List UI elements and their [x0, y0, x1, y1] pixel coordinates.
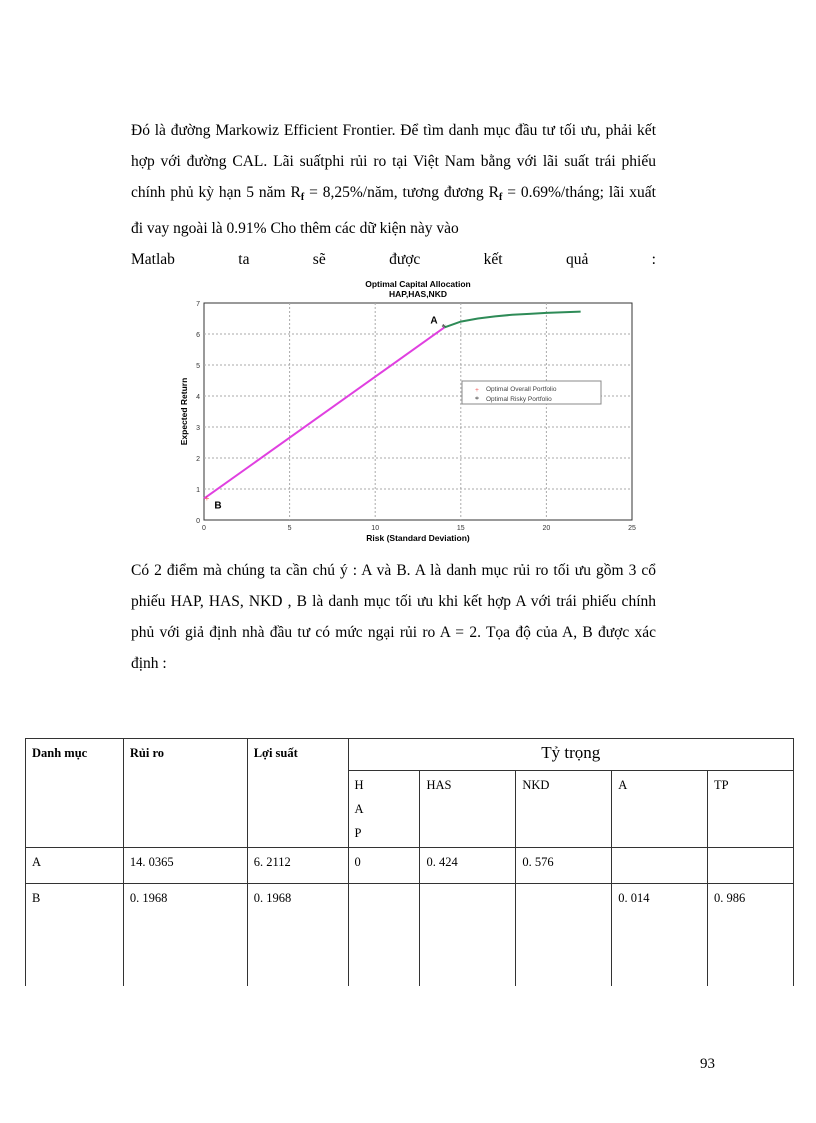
header-has: HAS — [419, 770, 517, 848]
cell — [707, 847, 794, 884]
legend-marker-risky: * — [475, 395, 479, 404]
x-tick-label: 0 — [202, 525, 206, 532]
x-axis-label: Risk (Standard Deviation) — [366, 533, 470, 543]
table-row: B 0. 1968 0. 1968 0. 014 0. 986 — [25, 883, 794, 986]
cell: 14. 0365 — [122, 847, 248, 884]
subscript: f — [498, 192, 503, 203]
page-number: 93 — [700, 1056, 715, 1072]
header-loi-suat: Lợi suất — [246, 738, 349, 848]
x-tick-label: 15 — [457, 525, 465, 532]
cell: 0. 576 — [515, 847, 613, 884]
cell: 0 — [347, 847, 421, 884]
cell: 0. 424 — [419, 847, 517, 884]
y-tick-label: 6 — [196, 332, 200, 339]
cal-line — [203, 326, 445, 500]
point-label-b: B — [214, 501, 221, 512]
x-tick-label: 25 — [628, 525, 636, 532]
cell — [419, 883, 517, 986]
y-tick-label: 1 — [196, 487, 200, 494]
legend-box — [461, 380, 602, 405]
cell: B — [25, 883, 124, 986]
x-tick-label: 20 — [543, 525, 551, 532]
y-tick-label: 4 — [196, 394, 200, 401]
text: Đó là đường Markowiz Efficient Frontier.… — [131, 122, 656, 201]
y-axis-label: Expected Return — [179, 378, 189, 446]
y-tick-label: 5 — [196, 363, 200, 370]
cell — [347, 883, 421, 986]
header-danh-muc: Danh mục — [25, 738, 124, 848]
cell: 0. 1968 — [246, 883, 349, 986]
cell — [611, 847, 709, 884]
legend-entry: Optimal Overall Portfolio — [486, 386, 557, 393]
x-tick-label: 10 — [371, 525, 379, 532]
cell: A — [25, 847, 124, 884]
y-tick-label: 3 — [196, 425, 200, 432]
header-ty-trong: Tỷ trọng — [347, 738, 795, 771]
paragraph-1: Đó là đường Markowiz Efficient Frontier.… — [131, 115, 656, 275]
plot-area — [203, 302, 633, 521]
overall-portfolio-marker: + — [204, 494, 209, 504]
header-nkd: NKD — [515, 770, 613, 848]
cell: 0. 014 — [611, 883, 709, 986]
y-tick-label: 7 — [196, 301, 200, 308]
point-label-a: A — [430, 315, 437, 326]
cell: 0. 986 — [707, 883, 794, 986]
paragraph-2-text: Có 2 điểm mà chúng ta cần chú ý : A và B… — [131, 562, 656, 672]
table-row: A 14. 0365 6. 2112 0 0. 424 0. 576 — [25, 847, 794, 884]
header-tp: TP — [707, 770, 794, 848]
chart-subtitle: HAP,HAS,NKD — [389, 289, 447, 299]
text: = 0.69%/tháng; lãi xuất đi vay ngoài là … — [131, 184, 656, 237]
header-a: A — [611, 770, 709, 848]
y-tick-label: 2 — [196, 456, 200, 463]
header-rui-ro: Rủi ro — [122, 738, 248, 848]
cell: 6. 2112 — [246, 847, 349, 884]
x-tick-label: 5 — [288, 525, 292, 532]
paragraph-last-line: Matlab ta sẽ được kết quả : — [131, 251, 656, 268]
cell — [515, 883, 613, 986]
legend-entry: Optimal Risky Portfolio — [486, 396, 552, 403]
paragraph-2: Có 2 điểm mà chúng ta cần chú ý : A và B… — [131, 555, 656, 679]
cell: 0. 1968 — [122, 883, 248, 986]
text: = 8,25%/năm, tương đương R — [304, 184, 499, 201]
chart-title: Optimal Capital Allocation — [365, 279, 470, 289]
chart: 0 5 10 15 20 25 0 1 2 3 4 5 6 7 Optimal Capital Alloca… — [179, 279, 636, 543]
y-tick-label: 0 — [196, 518, 200, 525]
legend-marker-overall: + — [475, 386, 479, 394]
efficient-frontier-line — [444, 310, 581, 329]
risky-portfolio-marker: * — [441, 322, 446, 332]
subscript: f — [300, 192, 305, 203]
